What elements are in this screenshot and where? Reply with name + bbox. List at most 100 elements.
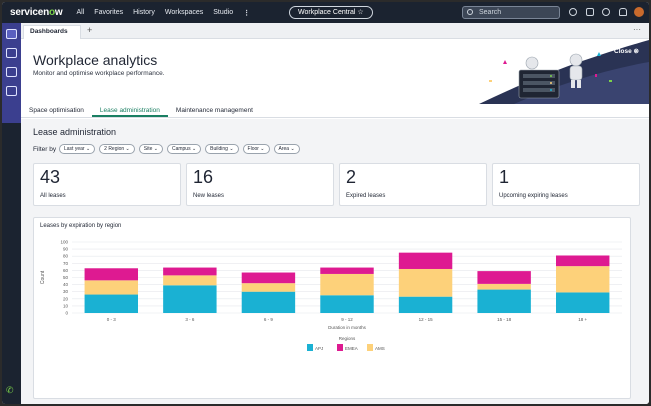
top-navigation: servicenow All Favorites History Workspa… [2,2,649,23]
legend-label-apj: APJ [315,346,323,351]
bar-emea [477,271,531,284]
x-tick-label: 18 + [578,317,587,322]
bar-apj [477,289,531,313]
filter-area[interactable]: Area ⌄ [273,144,300,154]
x-tick-label: 6 - 9 [264,317,274,322]
nav-workspaces[interactable]: Workspaces [164,9,204,16]
y-tick-label: 0 [65,311,68,316]
y-tick-label: 20 [63,296,69,301]
legend-title: Regions [339,336,356,341]
bar-emea [398,252,453,269]
section-tabs: Space optimisation Lease administration … [21,104,649,118]
y-tick-label: 40 [63,282,69,287]
bar-ams [398,268,453,297]
kpi-card-expired-leases[interactable]: 2 Expired leases [339,163,487,206]
section-title: Lease administration [33,127,117,137]
global-search-input[interactable]: Search [462,6,560,19]
y-tick-label: 50 [63,275,69,280]
bar-emea [84,268,138,281]
page-title: Workplace analytics [33,52,158,68]
bar-emea [320,267,374,274]
nav-favorites[interactable]: Favorites [94,9,124,16]
y-tick-label: 60 [63,268,69,273]
search-placeholder: Search [479,9,502,16]
y-tick-label: 10 [63,303,69,308]
calendar-icon[interactable] [6,86,17,96]
globe-icon[interactable] [569,8,577,16]
y-tick-label: 90 [63,247,69,252]
kpi-card-all-leases[interactable]: 43 All leases [33,163,181,206]
avatar[interactable] [634,7,644,17]
filter-building[interactable]: Building ⌄ [205,144,239,154]
stacked-bar-chart: 0 10 20 30 40 50 60 70 80 90 100 Count 0 - 3 3 - 6 6 -… [40,240,622,351]
bar-ams [556,266,610,293]
bar-ams [84,280,138,295]
kpi-value: 43 [40,167,61,187]
kpi-label: Upcoming expiring leases [499,193,568,199]
page-subtitle: Monitor and optimise workplace performan… [33,70,165,77]
bar-apj [398,296,453,313]
x-tick-label: 9 - 12 [341,317,353,322]
y-tick-label: 100 [60,240,68,245]
close-banner-button[interactable]: Close ⊗ [614,48,639,55]
nav-more-icon[interactable]: ⋮ [243,9,251,17]
kpi-card-upcoming-expiring[interactable]: 1 Upcoming expiring leases [492,163,640,206]
add-tab-icon[interactable]: + [87,25,93,35]
filter-label: Filter by [33,146,57,153]
bar-ams [320,273,374,296]
bar-emea [163,267,217,276]
search-icon [467,9,473,15]
bar-ams [477,283,531,290]
chart-card: Leases by expiration by region 0 10 20 30 40… [33,217,631,399]
bar-apj [320,295,374,313]
kpi-label: New leases [193,193,225,199]
page-header: Workplace analytics Monitor and optimise… [21,40,649,104]
bar-emea [241,272,296,284]
tab-dashboards[interactable]: Dashboards [23,25,81,39]
nav-history[interactable]: History [133,9,155,16]
banner-illustration [479,40,649,104]
x-tick-label: 15 - 18 [497,317,512,322]
kpi-card-new-leases[interactable]: 16 New leases [186,163,334,206]
help-icon[interactable] [602,8,610,16]
tab-lease-administration[interactable]: Lease administration [91,104,168,117]
servicenow-logo[interactable]: servicenow [10,7,63,18]
y-tick-label: 70 [63,261,69,266]
y-axis-label: Count [40,270,46,284]
bar-apj [556,292,610,313]
tabs-more-icon[interactable]: ··· [633,25,641,34]
workspace-tabs: Dashboards + ··· [21,23,649,39]
legend-label-ams: AMS [375,346,385,351]
phone-icon[interactable]: ✆ [6,385,14,395]
chart-title: Leases by expiration by region [40,223,122,229]
y-tick-label: 80 [63,254,69,259]
bar-apj [241,291,296,313]
bar-emea [556,255,610,267]
nav-studio[interactable]: Studio [213,9,234,16]
home-icon[interactable] [6,29,17,39]
bar-apj [163,285,217,313]
workspace-pill[interactable]: Workplace Central ☆ [289,6,373,19]
legend-swatch-apj [307,344,313,351]
x-tick-label: 3 - 6 [185,317,195,322]
filter-date[interactable]: Last year ⌄ [59,144,96,154]
x-tick-label: 12 - 15 [419,317,434,322]
chat-icon[interactable] [586,8,594,16]
filter-region[interactable]: 2 Region ⌄ [99,144,135,154]
filter-site[interactable]: Site ⌄ [138,144,163,154]
filter-floor[interactable]: Floor ⌄ [242,144,270,154]
tab-maintenance-management[interactable]: Maintenance management [175,107,253,114]
x-axis-label: Duration in months [328,325,367,330]
dashboard-icon[interactable] [6,48,17,58]
legend-swatch-emea [337,344,343,351]
filter-campus[interactable]: Campus ⌄ [166,144,202,154]
kpi-value: 2 [346,167,357,187]
tab-space-optimisation[interactable]: Space optimisation [29,107,84,114]
nav-all[interactable]: All [76,9,85,16]
main-content: Lease administration Filter by Last year… [21,119,649,404]
bell-icon[interactable] [619,8,627,16]
y-tick-label: 30 [63,289,69,294]
inbox-icon[interactable] [6,67,17,77]
kpi-label: Expired leases [346,193,386,199]
